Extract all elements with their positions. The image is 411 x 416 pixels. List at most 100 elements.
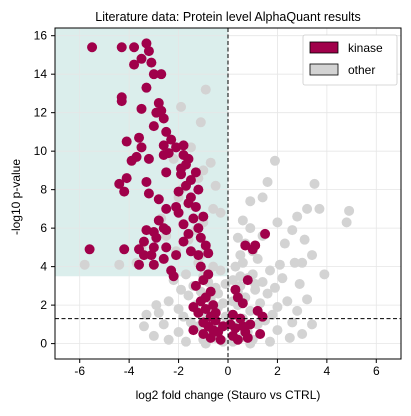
point-other: [302, 294, 313, 305]
point-kinase: [141, 176, 152, 187]
point-kinase: [134, 259, 145, 270]
point-kinase: [121, 136, 132, 147]
point-kinase: [178, 236, 189, 247]
y-tick-label: 10: [34, 144, 48, 158]
point-kinase: [166, 134, 177, 145]
point-kinase: [227, 309, 238, 320]
point-kinase: [136, 142, 147, 153]
point-kinase: [185, 246, 196, 257]
point-other: [302, 203, 313, 214]
point-kinase: [188, 325, 199, 336]
x-tick-label: 6: [373, 364, 380, 378]
point-other: [173, 327, 184, 338]
point-kinase: [188, 213, 199, 224]
point-other: [262, 176, 273, 187]
y-tick-label: 14: [34, 67, 48, 81]
point-kinase: [121, 173, 132, 184]
point-other: [114, 259, 125, 270]
point-kinase: [225, 319, 236, 330]
point-other: [292, 211, 303, 222]
point-other: [269, 282, 280, 293]
point-other: [294, 278, 305, 289]
point-kinase: [171, 250, 182, 261]
y-tick-label: 4: [40, 260, 47, 274]
point-kinase: [232, 334, 243, 345]
point-other: [220, 278, 231, 289]
point-other: [178, 311, 189, 322]
y-tick-label: 2: [40, 298, 47, 312]
point-other: [210, 180, 221, 191]
point-kinase: [129, 42, 140, 53]
point-kinase: [143, 46, 154, 57]
y-tick-label: 12: [34, 106, 48, 120]
point-other: [262, 288, 273, 299]
point-other: [218, 298, 229, 309]
point-other: [235, 250, 246, 261]
point-kinase: [148, 69, 159, 80]
point-other: [272, 302, 283, 313]
point-kinase: [148, 121, 159, 132]
point-kinase: [240, 240, 251, 251]
point-other: [279, 238, 290, 249]
legend-swatch-other: [309, 63, 339, 76]
point-other: [252, 253, 263, 264]
point-kinase: [173, 186, 184, 197]
point-other: [183, 290, 194, 301]
point-kinase: [156, 69, 167, 80]
point-other: [269, 155, 280, 166]
point-kinase: [230, 284, 241, 295]
point-other: [235, 271, 246, 282]
point-kinase: [134, 132, 145, 143]
point-other: [176, 284, 187, 295]
point-other: [245, 305, 256, 316]
point-other: [158, 319, 169, 330]
point-other: [255, 298, 266, 309]
point-kinase: [195, 261, 206, 272]
point-kinase: [178, 219, 189, 230]
point-kinase: [146, 57, 157, 68]
point-kinase: [183, 198, 194, 209]
point-kinase: [116, 42, 127, 53]
point-kinase: [195, 232, 206, 243]
point-other: [319, 269, 330, 280]
point-other: [274, 259, 285, 270]
point-other: [138, 321, 149, 332]
point-kinase: [158, 223, 169, 234]
point-other: [252, 319, 263, 330]
point-kinase: [260, 228, 271, 239]
point-other: [282, 296, 293, 307]
point-other: [257, 192, 268, 203]
point-other: [148, 330, 159, 341]
chart-title: Literature data: Protein level AlphaQuan…: [95, 10, 360, 24]
point-kinase: [114, 178, 125, 189]
point-kinase: [190, 201, 201, 212]
point-other: [208, 203, 219, 214]
point-kinase: [84, 244, 95, 255]
point-other: [344, 205, 355, 216]
point-kinase: [198, 328, 209, 339]
point-other: [195, 117, 206, 128]
point-other: [163, 296, 174, 307]
point-other: [341, 217, 352, 228]
legend-label-kinase: kinase: [348, 41, 383, 55]
point-other: [153, 307, 164, 318]
point-kinase: [143, 188, 154, 199]
point-kinase: [153, 194, 164, 205]
point-other: [287, 317, 298, 328]
point-kinase: [141, 38, 152, 49]
point-other: [185, 317, 196, 328]
point-other: [208, 261, 219, 272]
point-kinase: [126, 155, 137, 166]
point-kinase: [195, 296, 206, 307]
point-kinase: [255, 328, 266, 339]
point-kinase: [171, 142, 182, 153]
point-other: [245, 196, 256, 207]
point-kinase: [183, 228, 194, 239]
point-other: [265, 336, 276, 347]
point-other: [307, 319, 318, 330]
point-other: [277, 273, 288, 284]
point-other: [215, 207, 226, 218]
point-other: [297, 328, 308, 339]
